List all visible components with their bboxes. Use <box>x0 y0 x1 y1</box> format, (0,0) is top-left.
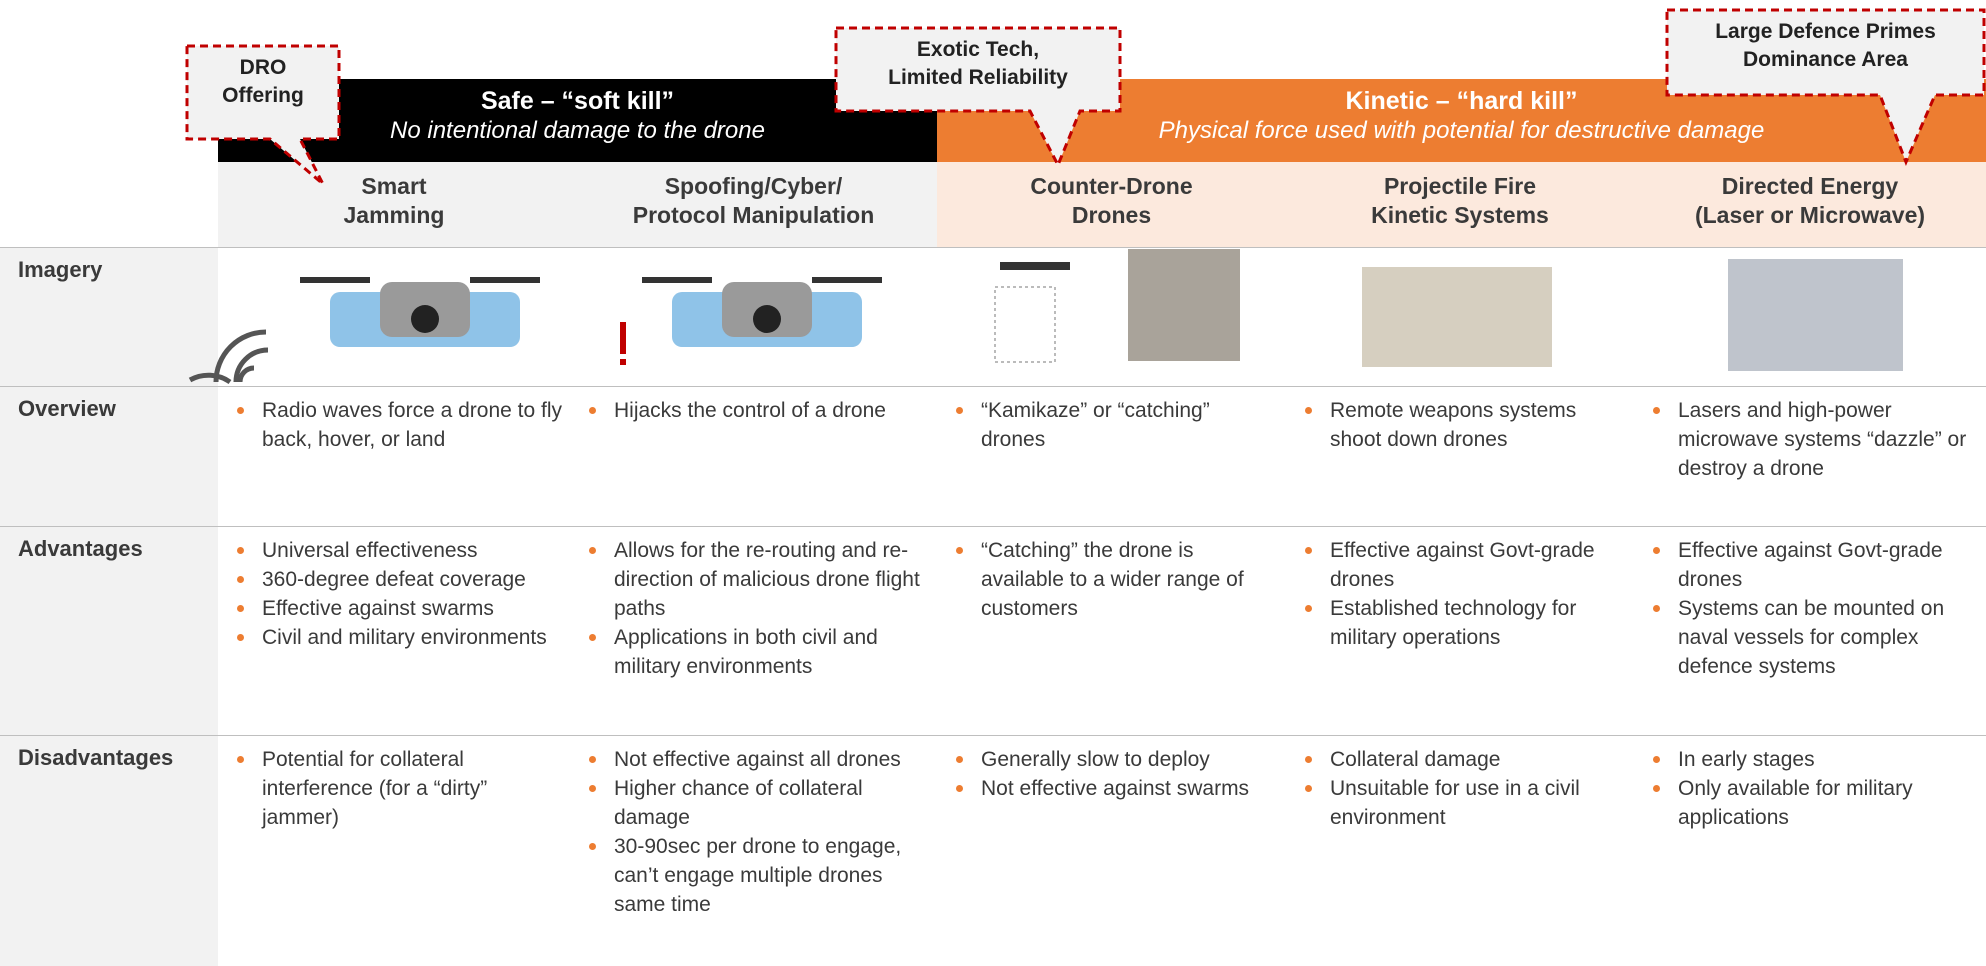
cell: “Kamikaze” or “catching” drones <box>943 396 1278 454</box>
callout-line: Limited Reliability <box>888 66 1068 89</box>
callout: DRO Offering <box>187 54 339 110</box>
callout-shapes <box>185 8 1986 186</box>
callout: Large Defence Primes Dominance Area <box>1667 18 1984 74</box>
cell: Generally slow to deploy Not effective ag… <box>943 745 1278 803</box>
cell: Not effective against all drones Higher c… <box>576 745 929 919</box>
row-separator <box>0 526 1986 527</box>
cell: In early stages Only available for milita… <box>1640 745 1978 832</box>
column-header-line: Spoofing/Cyber/ <box>664 173 843 199</box>
bullet-item: 360-degree defeat coverage <box>224 565 562 594</box>
bullet-item: Potential for collateral interference (f… <box>224 745 562 832</box>
bullet-item: “Catching” the drone is available to a w… <box>943 536 1278 623</box>
cell: Potential for collateral interference (f… <box>224 745 562 832</box>
top-separator <box>0 247 1986 248</box>
row-label: Disadvantages <box>18 745 174 770</box>
bullet-item: In early stages <box>1640 745 1978 774</box>
column-header: Smart Jamming <box>218 162 570 230</box>
callout-box <box>1665 8 1986 166</box>
drone-2 <box>620 277 882 365</box>
cell: Collateral damage Unsuitable for use in a… <box>1292 745 1626 832</box>
laser-photo <box>1728 259 1903 371</box>
row-label: Advantages <box>18 536 143 561</box>
column-header-line: Jamming <box>343 202 445 228</box>
bullet-item: Civil and military environments <box>224 623 562 652</box>
cell: Remote weapons systems shoot down drones <box>1292 396 1626 454</box>
column-header: Directed Energy (Laser or Microwave) <box>1634 162 1986 230</box>
bullet-item: Not effective against all drones <box>576 745 929 774</box>
bullet-item: Generally slow to deploy <box>943 745 1278 774</box>
bullet-item: Lasers and high-power microwave systems … <box>1640 396 1978 483</box>
bullet-item: Remote weapons systems shoot down drones <box>1292 396 1626 454</box>
callout-line: Offering <box>222 84 304 107</box>
safe-title: Safe – “soft kill” <box>480 87 675 115</box>
column-header-line: Smart <box>361 173 427 199</box>
bullet-item: Not effective against swarms <box>943 774 1278 803</box>
column-header-line: Drones <box>1071 202 1152 228</box>
callout-line: Dominance Area <box>1743 48 1908 71</box>
hard-header-bg <box>937 162 1986 247</box>
column-header: Projectile Fire Kinetic Systems <box>1286 162 1634 230</box>
bullet-item: Effective against Govt-grade drones <box>1640 536 1978 594</box>
kinetic-title: Kinetic – “hard kill” <box>1345 87 1578 115</box>
callout-line: Exotic Tech, <box>916 38 1040 61</box>
cell: Allows for the re-routing and re-directi… <box>576 536 929 681</box>
column-header-line: Kinetic Systems <box>1371 202 1549 228</box>
bullet-item: Effective against Govt-grade drones <box>1292 536 1626 594</box>
bullet-item: “Kamikaze” or “catching” drones <box>943 396 1278 454</box>
bullet-item: 30-90sec per drone to engage, can’t enga… <box>576 832 929 919</box>
safe-band: Safe – “soft kill” No intentional damage… <box>218 86 937 146</box>
kinetic-band: Kinetic – “hard kill” Physical force use… <box>937 86 1986 146</box>
bullet-item: Only available for military applications <box>1640 774 1978 832</box>
callout: Exotic Tech, Limited Reliability <box>836 36 1120 92</box>
row-label: Imagery <box>18 257 103 282</box>
column-header: Spoofing/Cyber/Protocol Manipulation <box>570 162 937 230</box>
cell: Lasers and high-power microwave systems … <box>1640 396 1978 483</box>
label-column-bg <box>0 247 218 966</box>
column-header-line: Counter-Drone <box>1030 173 1193 199</box>
bullet-item: Unsuitable for use in a civil environmen… <box>1292 774 1626 832</box>
cell: Universal effectiveness 360-degree defeat… <box>224 536 562 652</box>
drone-1 <box>300 277 540 347</box>
callout-box <box>185 44 341 186</box>
column-header: Counter-Drone Drones <box>937 162 1286 230</box>
cell: Hijacks the control of a drone <box>576 396 929 425</box>
row-separator <box>0 386 1986 387</box>
bullet-item: Universal effectiveness <box>224 536 562 565</box>
safe-subtitle: No intentional damage to the drone <box>390 117 765 144</box>
callout-box <box>834 26 1122 169</box>
column-header-line: (Laser or Microwave) <box>1694 202 1926 228</box>
bullet-item: Established technology for military oper… <box>1292 594 1626 652</box>
bullet-item: Radio waves force a drone to fly back, h… <box>224 396 562 454</box>
column-header-line: Directed Energy <box>1721 173 1899 199</box>
bullet-item: Collateral damage <box>1292 745 1626 774</box>
weapon-photo <box>1362 267 1552 367</box>
bullet-item: Effective against swarms <box>224 594 562 623</box>
bullet-item: Systems can be mounted on naval vessels … <box>1640 594 1978 681</box>
imagery <box>188 249 1903 385</box>
bullet-item: Allows for the re-routing and re-directi… <box>576 536 929 623</box>
bullet-item: Higher chance of collateral damage <box>576 774 929 832</box>
callout-line: DRO <box>239 56 287 79</box>
row-label: Overview <box>18 396 116 421</box>
column-header-line: Protocol Manipulation <box>632 202 875 228</box>
cell: Radio waves force a drone to fly back, h… <box>224 396 562 454</box>
net-drone <box>994 262 1070 363</box>
column-header-line: Projectile Fire <box>1383 173 1537 199</box>
kinetic-subtitle: Physical force used with potential for d… <box>1158 117 1765 144</box>
kamikaze-photo <box>1128 249 1240 361</box>
soft-header-bg <box>218 162 937 247</box>
bullet-item: Hijacks the control of a drone <box>576 396 929 425</box>
signal-icon <box>188 329 269 385</box>
callout-line: Large Defence Primes <box>1715 20 1936 43</box>
cell: “Catching” the drone is available to a w… <box>943 536 1278 623</box>
bullet-item: Applications in both civil and military … <box>576 623 929 681</box>
cell: Effective against Govt-grade drones Estab… <box>1292 536 1626 652</box>
row-separator <box>0 735 1986 736</box>
cell: Effective against Govt-grade drones Syste… <box>1640 536 1978 681</box>
